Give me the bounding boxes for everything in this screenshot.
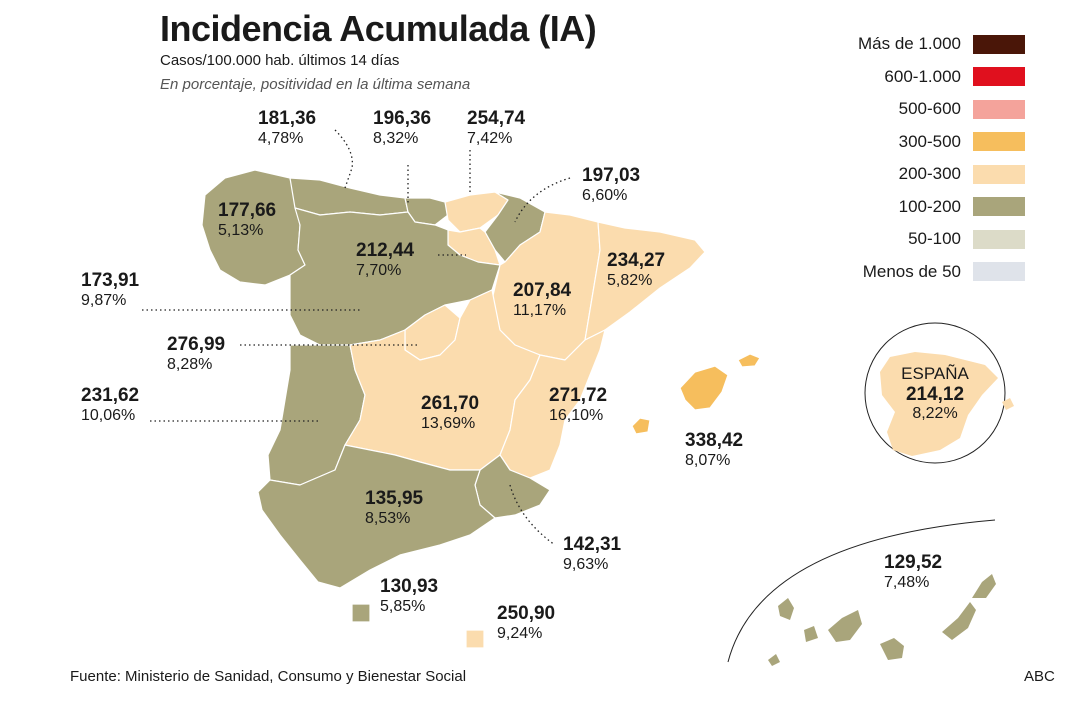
leader-lines [142,129,571,546]
espana-miniature-islands [1002,398,1014,410]
label-aragon: 207,84 11,17% [513,280,572,319]
label-madrid: 276,99 8,28% [167,334,226,373]
label-c-valenciana: 271,72 16,10% [549,385,608,424]
label-castilla-la-mancha: 261,70 13,69% [421,393,480,432]
region-melilla[interactable] [465,629,485,649]
legend-item: 100-200 [800,191,1025,224]
espana-miniature [880,352,998,456]
label-la-rioja: 173,91 9,87% [81,270,140,309]
label-asturias: 181,36 4,78% [258,108,317,147]
label-ceuta: 130,93 5,85% [380,576,439,615]
label-pais-vasco: 254,74 7,42% [467,108,526,147]
legend-item: Menos de 50 [800,256,1025,289]
label-cataluna: 234,27 5,82% [607,250,666,289]
region-asturias[interactable] [289,177,409,216]
legend-item: 200-300 [800,158,1025,191]
label-murcia: 142,31 9,63% [563,534,622,573]
credit: ABC [1024,668,1055,685]
label-galicia: 177,66 5,13% [218,200,277,239]
legend-item: 300-500 [800,126,1025,159]
map-title: Incidencia Acumulada (IA) [160,8,597,49]
legend: Más de 1.000 600-1.000 500-600 300-500 2… [800,28,1025,288]
region-baleares-mallorca[interactable] [679,365,729,411]
region-cataluna[interactable] [584,221,706,341]
label-cantabria: 196,36 8,32% [373,108,432,147]
region-andalucia[interactable] [257,444,496,589]
region-baleares-menorca[interactable] [737,353,761,368]
region-c-valenciana[interactable] [499,329,606,479]
region-castilla-leon[interactable] [289,207,501,346]
source-note: Fuente: Ministerio de Sanidad, Consumo y… [70,668,467,685]
label-navarra: 197,03 6,60% [582,165,641,204]
legend-item: 50-100 [800,223,1025,256]
legend-item: 600-1.000 [800,61,1025,94]
legend-item: 500-600 [800,93,1025,126]
label-extremadura: 231,62 10,06% [81,385,140,424]
canarias-frame [727,519,996,663]
region-baleares-ibiza[interactable] [631,417,651,435]
map-subtitle: Casos/100.000 hab. últimos 14 días [160,52,400,69]
label-castilla-leon: 212,44 7,70% [356,240,415,279]
canarias-islands [768,574,996,666]
region-ceuta[interactable] [351,603,371,623]
label-baleares: 338,42 8,07% [685,430,744,469]
legend-item: Más de 1.000 [800,28,1025,61]
map-note: En porcentaje, positividad en la última … [160,76,471,93]
label-melilla: 250,90 9,24% [497,603,556,642]
label-espana: ESPAÑA 214,12 8,22% [901,364,969,423]
label-canarias: 129,52 7,48% [884,552,943,591]
label-andalucia: 135,95 8,53% [365,488,424,527]
